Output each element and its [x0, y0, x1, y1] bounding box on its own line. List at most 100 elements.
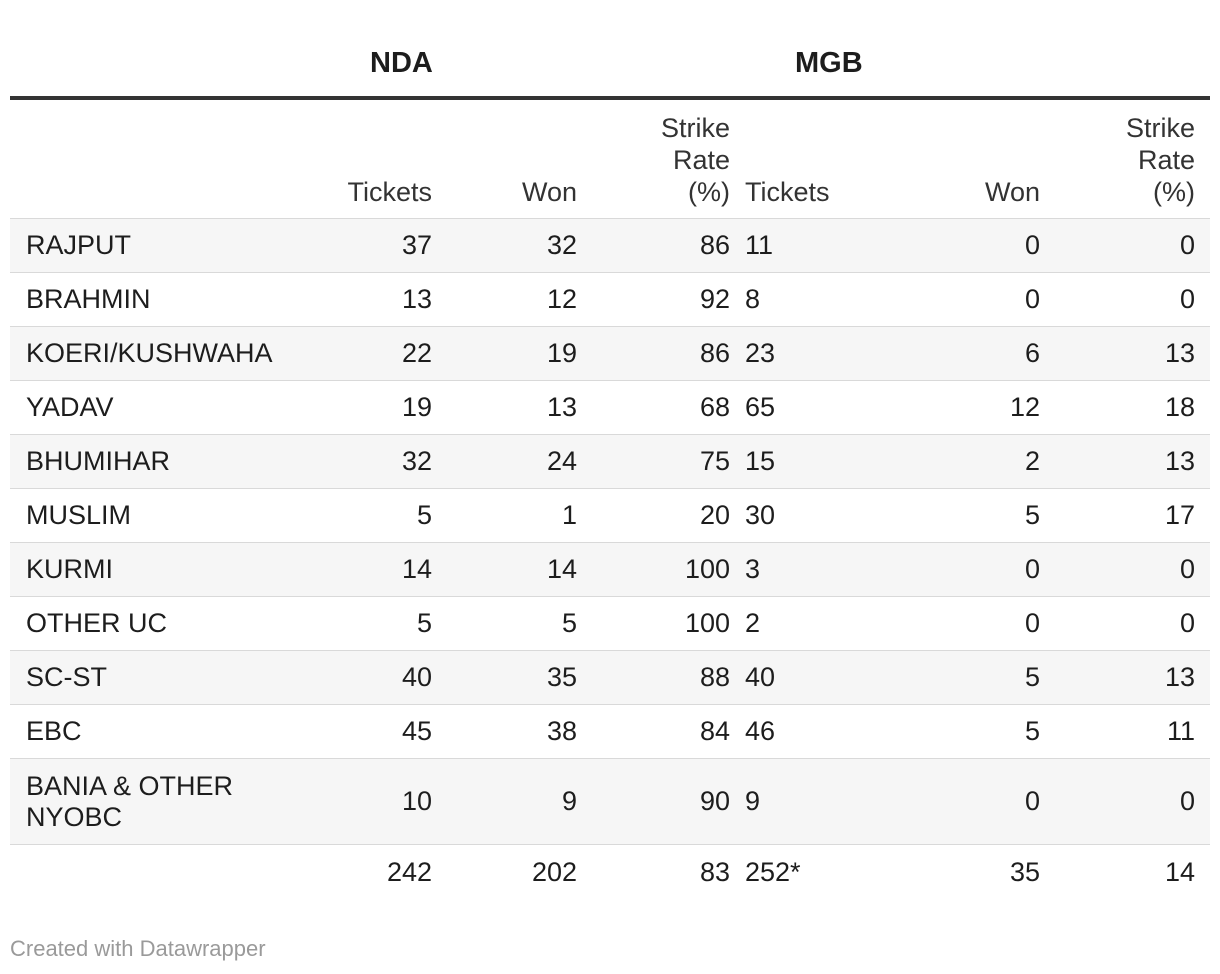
nda-won-cell: 19	[447, 326, 592, 381]
mgb-tickets-cell: 15	[745, 434, 905, 489]
table-row: BHUMIHAR 32 24 75 15 2 13	[10, 434, 1210, 489]
mgb-strike-rate-cell: 13	[1055, 326, 1210, 381]
nda-won-cell: 13	[447, 380, 592, 435]
totals-row: 242 202 83 252* 35 14	[10, 844, 1210, 901]
column-header-mgb-won: Won	[905, 100, 1055, 219]
category-cell: SC-ST	[10, 650, 275, 705]
mgb-tickets-cell: 23	[745, 326, 905, 381]
group-label-mgb: MGB	[795, 47, 863, 79]
category-cell: KOERI/KUSHWAHA	[10, 326, 275, 381]
mgb-won-cell: 0	[905, 272, 1055, 327]
table-row: BRAHMIN 13 12 92 8 0 0	[10, 272, 1210, 327]
mgb-won-cell: 5	[905, 650, 1055, 705]
nda-strike-rate-cell: 84	[592, 704, 745, 759]
mgb-won-cell: 2	[905, 434, 1055, 489]
category-cell: BANIA & OTHER NYOBC	[10, 758, 275, 845]
category-cell: EBC	[10, 704, 275, 759]
category-cell: OTHER UC	[10, 596, 275, 651]
data-table: Tickets Won Strike Rate (%) Tickets Won …	[10, 100, 1210, 901]
nda-won-cell: 32	[447, 218, 592, 273]
mgb-strike-rate-cell: 11	[1055, 704, 1210, 759]
nda-strike-rate-cell: 86	[592, 326, 745, 381]
credit-text: Created with Datawrapper	[10, 936, 266, 961]
group-label-nda: NDA	[370, 47, 433, 79]
mgb-strike-rate-cell: 13	[1055, 434, 1210, 489]
mgb-strike-rate-cell: 0	[1055, 596, 1210, 651]
mgb-won-cell: 0	[905, 596, 1055, 651]
nda-strike-rate-cell: 20	[592, 488, 745, 543]
nda-won-cell: 35	[447, 650, 592, 705]
nda-won-cell: 14	[447, 542, 592, 597]
mgb-tickets-cell: 2	[745, 596, 905, 651]
category-cell: BHUMIHAR	[10, 434, 275, 489]
nda-won-cell: 1	[447, 488, 592, 543]
nda-tickets-cell: 14	[275, 542, 447, 597]
mgb-strike-rate-cell: 17	[1055, 488, 1210, 543]
mgb-strike-rate-cell: 0	[1055, 272, 1210, 327]
column-header-nda-won: Won	[447, 100, 592, 219]
column-header-mgb-tickets: Tickets	[745, 100, 905, 219]
mgb-strike-rate-cell: 18	[1055, 380, 1210, 435]
table-row: OTHER UC 5 5 100 2 0 0	[10, 596, 1210, 651]
mgb-tickets-cell: 46	[745, 704, 905, 759]
group-header: NDA MGB	[10, 0, 1210, 100]
nda-strike-rate-cell: 88	[592, 650, 745, 705]
nda-won-cell: 5	[447, 596, 592, 651]
column-header-row: Tickets Won Strike Rate (%) Tickets Won …	[10, 100, 1210, 219]
table-container: NDA MGB Tickets Won Strike Rate (%) Tick…	[10, 0, 1210, 901]
table-row: KURMI 14 14 100 3 0 0	[10, 542, 1210, 597]
category-cell: KURMI	[10, 542, 275, 597]
nda-tickets-cell: 5	[275, 488, 447, 543]
mgb-won-cell: 5	[905, 704, 1055, 759]
mgb-won-cell: 0	[905, 542, 1055, 597]
nda-tickets-cell: 37	[275, 218, 447, 273]
category-cell: BRAHMIN	[10, 272, 275, 327]
column-header-nda-tickets: Tickets	[275, 100, 447, 219]
column-header-mgb-strike-rate: Strike Rate (%)	[1055, 100, 1210, 219]
nda-strike-rate-cell: 90	[592, 758, 745, 845]
nda-strike-rate-cell: 68	[592, 380, 745, 435]
total-nda-tickets: 242	[275, 844, 447, 901]
table-row: BANIA & OTHER NYOBC 10 9 90 9 0 0	[10, 758, 1210, 845]
total-mgb-strike-rate: 14	[1055, 844, 1210, 901]
mgb-tickets-cell: 11	[745, 218, 905, 273]
total-mgb-won: 35	[905, 844, 1055, 901]
nda-won-cell: 12	[447, 272, 592, 327]
nda-tickets-cell: 32	[275, 434, 447, 489]
mgb-won-cell: 6	[905, 326, 1055, 381]
nda-strike-rate-cell: 86	[592, 218, 745, 273]
column-header-category	[10, 100, 275, 219]
table-body: RAJPUT 37 32 86 11 0 0 BRAHMIN 13 12 92 8 0 0 KOERI/KU…	[10, 218, 1210, 845]
mgb-strike-rate-cell: 0	[1055, 218, 1210, 273]
category-cell: MUSLIM	[10, 488, 275, 543]
mgb-tickets-cell: 8	[745, 272, 905, 327]
nda-tickets-cell: 40	[275, 650, 447, 705]
totals-label	[10, 844, 275, 901]
table-row: KOERI/KUSHWAHA 22 19 86 23 6 13	[10, 326, 1210, 381]
nda-strike-rate-cell: 100	[592, 542, 745, 597]
nda-tickets-cell: 22	[275, 326, 447, 381]
category-cell: RAJPUT	[10, 218, 275, 273]
nda-won-cell: 24	[447, 434, 592, 489]
table-row: MUSLIM 5 1 20 30 5 17	[10, 488, 1210, 543]
mgb-tickets-cell: 3	[745, 542, 905, 597]
mgb-strike-rate-cell: 13	[1055, 650, 1210, 705]
total-nda-won: 202	[447, 844, 592, 901]
table-row: RAJPUT 37 32 86 11 0 0	[10, 218, 1210, 273]
mgb-won-cell: 5	[905, 488, 1055, 543]
mgb-strike-rate-cell: 0	[1055, 758, 1210, 845]
mgb-tickets-cell: 9	[745, 758, 905, 845]
nda-tickets-cell: 13	[275, 272, 447, 327]
mgb-tickets-cell: 40	[745, 650, 905, 705]
nda-strike-rate-cell: 75	[592, 434, 745, 489]
nda-won-cell: 38	[447, 704, 592, 759]
mgb-won-cell: 0	[905, 758, 1055, 845]
mgb-strike-rate-cell: 0	[1055, 542, 1210, 597]
column-header-nda-strike-rate: Strike Rate (%)	[592, 100, 745, 219]
strike-rate-label: Strike Rate (%)	[660, 113, 730, 207]
nda-won-cell: 9	[447, 758, 592, 845]
total-mgb-tickets: 252*	[745, 844, 905, 901]
table-row: YADAV 19 13 68 65 12 18	[10, 380, 1210, 435]
mgb-tickets-cell: 65	[745, 380, 905, 435]
nda-tickets-cell: 5	[275, 596, 447, 651]
